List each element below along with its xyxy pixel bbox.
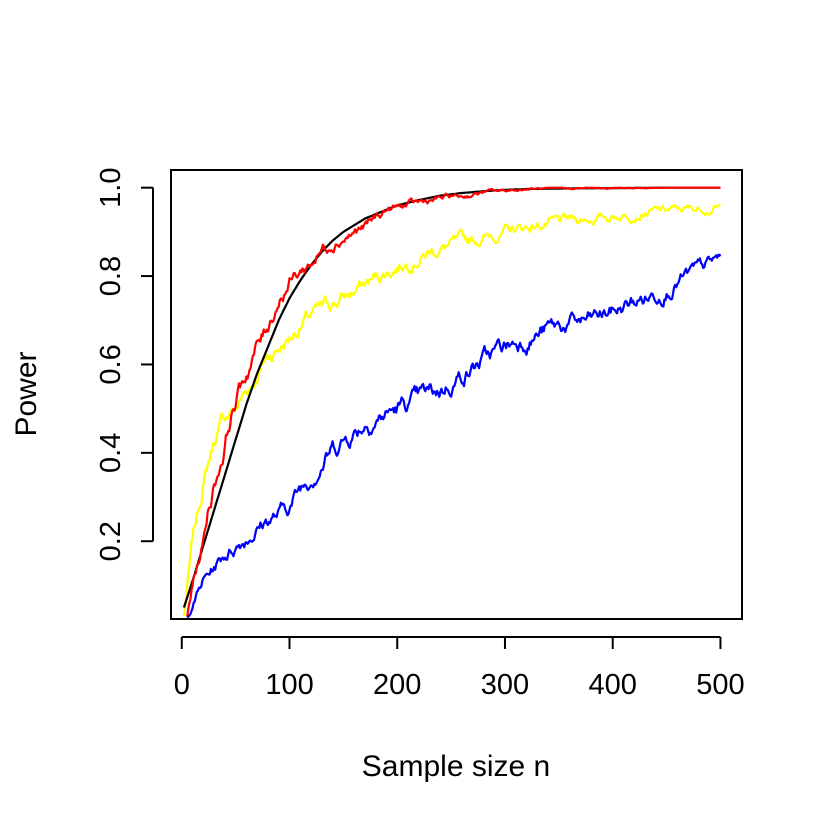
series-line — [182, 186, 721, 608]
x-tick-label: 200 — [373, 669, 421, 701]
y-tick-label: 0.6 — [95, 344, 127, 384]
y-tick-label: 0.8 — [95, 256, 127, 296]
x-tick-label: 0 — [174, 669, 190, 701]
plot-frame — [170, 169, 743, 620]
series-layer — [182, 186, 722, 619]
y-tick-label: 1.0 — [95, 168, 127, 208]
y-axis-title: Power — [10, 351, 43, 436]
y-tick-label: 0.2 — [95, 521, 127, 561]
y-axis: 0.2 0.4 0.6 0.8 1.0 — [95, 168, 154, 561]
x-axis-title: Sample size n — [362, 750, 550, 783]
x-tick-label: 400 — [589, 669, 637, 701]
series-line — [186, 186, 721, 617]
series-line — [182, 203, 722, 617]
x-axis: 0 100 200 300 400 500 — [174, 636, 745, 701]
x-tick-label: 300 — [481, 669, 529, 701]
x-tick-label: 100 — [265, 669, 313, 701]
y-tick-label: 0.4 — [95, 433, 127, 473]
x-tick-label: 500 — [696, 669, 744, 701]
series-line — [186, 253, 722, 619]
